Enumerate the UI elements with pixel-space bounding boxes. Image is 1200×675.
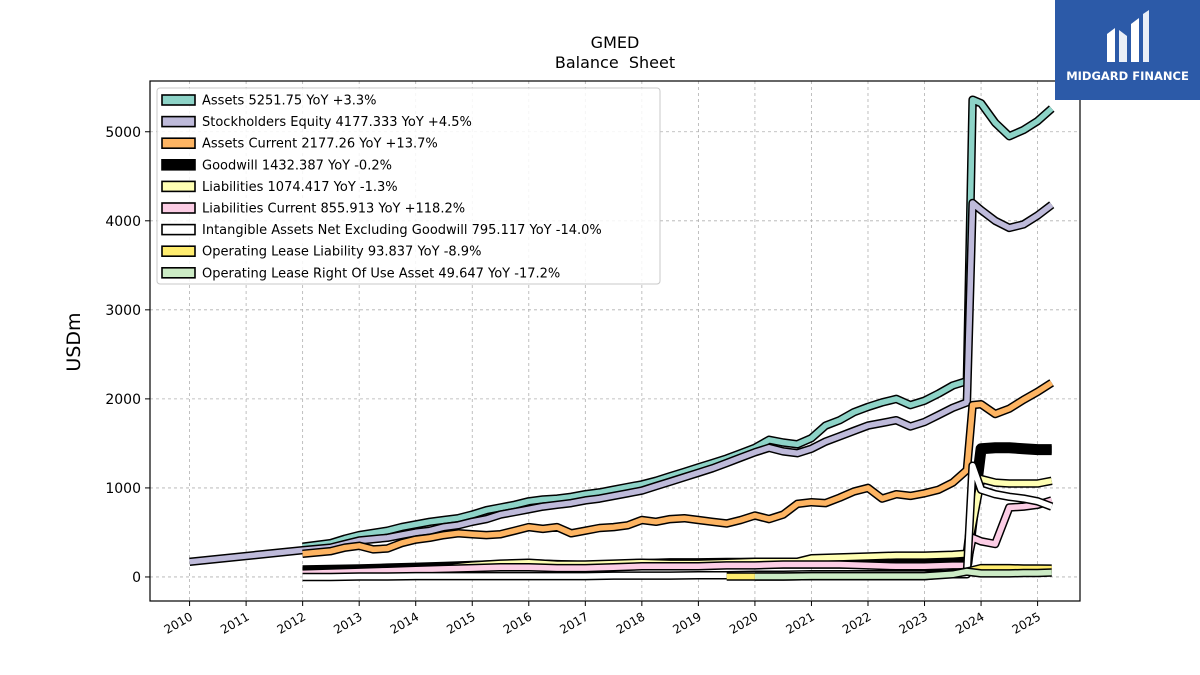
- x-tick-label: 2010: [162, 609, 195, 636]
- x-tick-label: 2021: [784, 609, 817, 636]
- legend-swatch: [161, 202, 196, 214]
- midgard-logo-icon: [1107, 10, 1149, 62]
- chart-title: GMED: [591, 33, 640, 52]
- x-tick-label: 2018: [614, 609, 647, 636]
- legend-entry: Operating Lease Liability 93.837 YoY -8.…: [202, 245, 481, 260]
- x-tick-label: 2020: [727, 609, 760, 636]
- x-tick-label: 2025: [1010, 609, 1043, 636]
- legend-entry: Intangible Assets Net Excluding Goodwill…: [202, 223, 602, 238]
- y-tick-label: 2000: [105, 392, 141, 408]
- y-tick-label: 3000: [105, 303, 141, 319]
- series-8: [754, 567, 1052, 581]
- y-tick-label: 5000: [105, 125, 141, 141]
- series-5: [302, 496, 1053, 578]
- y-axis-label: USDm: [63, 312, 85, 371]
- y-tick-label: 4000: [105, 214, 141, 230]
- legend-entry: Liabilities Current 855.913 YoY +118.2%: [202, 202, 465, 217]
- chart-subtitle: Balance Sheet: [555, 53, 675, 72]
- series-0: [302, 95, 1055, 551]
- y-tick-label: 1000: [105, 481, 141, 497]
- x-tick-label: 2019: [670, 609, 703, 636]
- x-tick-label: 2016: [501, 609, 534, 636]
- legend-swatch: [161, 266, 196, 279]
- legend-swatch: [161, 137, 196, 149]
- legend-entry: Stockholders Equity 4177.333 YoY +4.5%: [202, 115, 472, 130]
- legend-frame: [156, 87, 661, 285]
- series-1: [189, 198, 1055, 567]
- x-tick-label: 2017: [557, 609, 590, 636]
- x-tick-label: 2022: [840, 609, 873, 636]
- x-tick-label: 2013: [331, 609, 364, 636]
- series-line: [302, 497, 1053, 577]
- x-tick-label: 2014: [388, 609, 421, 636]
- legend-entry: Operating Lease Right Of Use Asset 49.64…: [202, 266, 560, 281]
- legend-swatch: [161, 115, 196, 128]
- legend-swatch: [161, 94, 196, 106]
- x-tick-label: 2011: [218, 609, 251, 636]
- midgard-finance-logo: MIDGARD FINANCE: [1055, 0, 1200, 100]
- brand-name: MIDGARD FINANCE: [1066, 69, 1189, 83]
- series-line: [189, 200, 1054, 565]
- legend-swatch: [161, 180, 196, 193]
- legend-swatch: [161, 223, 196, 236]
- x-tick-label: 2023: [897, 609, 930, 636]
- plot-frame: [149, 80, 1081, 602]
- series-line: [754, 568, 1052, 580]
- x-tick-label: 2012: [275, 609, 308, 636]
- series-line: [302, 380, 1054, 557]
- x-tick-label: 2024: [953, 609, 986, 636]
- legend-swatch: [161, 159, 196, 171]
- legend: Assets 5251.75 YoY +3.3% Stockholders Equ…: [156, 87, 661, 285]
- y-tick-label: 0: [132, 570, 141, 586]
- series-2: [302, 379, 1054, 559]
- legend-entry: Assets 5251.75 YoY +3.3%: [202, 94, 377, 109]
- legend-entry: Liabilities 1074.417 YoY -1.3%: [202, 180, 398, 195]
- legend-entry: Goodwill 1432.387 YoY -0.2%: [202, 158, 392, 173]
- series-lines: [189, 95, 1055, 582]
- x-tick-label: 2015: [444, 609, 477, 636]
- series-line: [302, 96, 1054, 550]
- legend-swatch: [161, 245, 196, 257]
- legend-entry: Assets Current 2177.26 YoY +13.7%: [202, 137, 438, 152]
